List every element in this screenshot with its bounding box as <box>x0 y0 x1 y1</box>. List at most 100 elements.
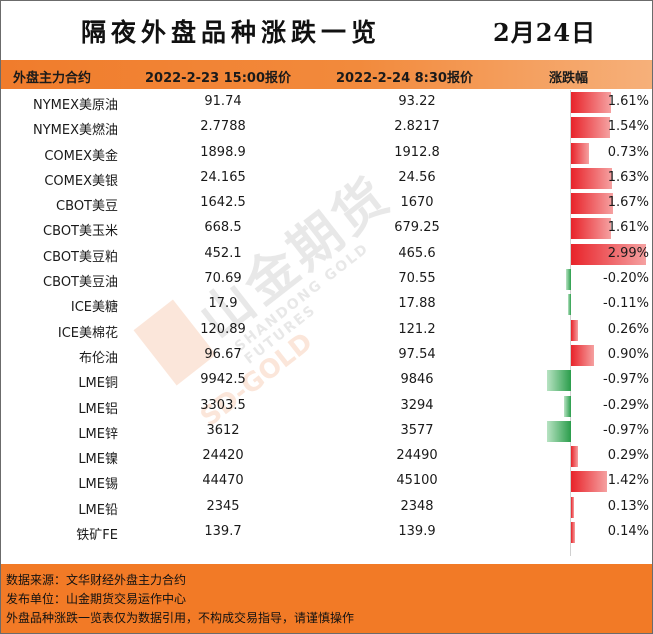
table-row: CBOT美豆粕 452.1 465.6 2.99% <box>1 242 652 267</box>
price-1: 91.74 <box>204 94 242 109</box>
contract-name: LME锌 <box>78 426 118 442</box>
change-percent: 0.29% <box>607 448 649 464</box>
price-1: 1898.9 <box>200 144 246 160</box>
contract-name: NYMEX美燃油 <box>32 123 118 139</box>
table-row: NYMEX美燃油 2.7788 2.8217 1.54% <box>1 115 652 140</box>
price-2: 17.88 <box>398 296 436 312</box>
change-bar-up <box>571 319 578 341</box>
change-percent: -0.97% <box>603 372 649 388</box>
title-bar: 隔夜外盘品种涨跌一览 2月24日 <box>1 1 652 60</box>
price-2: 139.9 <box>398 524 436 540</box>
change-bar-up <box>571 522 575 544</box>
table-row: LME锌 3612 3577 -0.97% <box>1 419 652 444</box>
price-1: 3303.5 <box>200 397 246 413</box>
change-percent: -0.29% <box>603 397 649 413</box>
contract-name: ICE美棉花 <box>57 325 118 341</box>
change-percent: 2.99% <box>607 245 649 261</box>
price-2: 679.25 <box>394 220 440 236</box>
price-1: 96.67 <box>204 346 242 362</box>
change-bar-up <box>571 243 646 265</box>
change-percent: 1.42% <box>607 473 649 489</box>
change-bar-up <box>571 117 610 139</box>
price-1: 139.7 <box>204 524 242 540</box>
contract-name: ICE美糖 <box>70 300 118 316</box>
price-1: 120.89 <box>200 321 246 337</box>
price-2: 2348 <box>400 498 434 514</box>
price-2: 9846 <box>400 372 434 388</box>
price-2: 3577 <box>400 422 434 438</box>
header-price-1: 2022-2-23 15:00报价 <box>145 71 292 86</box>
contract-name: CBOT美豆粕 <box>43 249 118 265</box>
price-1: 452.1 <box>204 245 242 261</box>
table-row: LME镍 24420 24490 0.29% <box>1 444 652 469</box>
change-percent: -0.11% <box>603 296 649 312</box>
contract-name: COMEX美金 <box>44 148 118 164</box>
contract-name: LME铅 <box>78 502 118 518</box>
price-1: 3612 <box>206 422 240 438</box>
report-date: 2月24日 <box>493 18 597 47</box>
table-row: LME铜 9942.5 9846 -0.97% <box>1 368 652 393</box>
header-price-2: 2022-2-24 8:30报价 <box>336 71 473 86</box>
price-1: 70.69 <box>204 271 242 287</box>
change-bar-up <box>571 193 613 215</box>
price-2: 121.2 <box>398 321 436 337</box>
change-bar-down <box>546 370 571 392</box>
table-row: CBOT美玉米 668.5 679.25 1.61% <box>1 216 652 241</box>
price-1: 9942.5 <box>200 372 246 388</box>
contract-name: 布伦油 <box>78 350 118 366</box>
change-bar-up <box>571 471 607 493</box>
change-percent: 0.90% <box>607 346 649 362</box>
price-1: 44470 <box>202 473 244 489</box>
table-row: CBOT美豆油 70.69 70.55 -0.20% <box>1 267 652 292</box>
header-contract: 外盘主力合约 <box>13 71 92 86</box>
table-header: 外盘主力合约 2022-2-23 15:00报价 2022-2-24 8:30报… <box>1 60 652 89</box>
contract-name: NYMEX美原油 <box>32 98 118 113</box>
change-bar-up <box>571 92 612 113</box>
change-bar-down <box>566 269 571 291</box>
change-bar-up <box>571 142 590 164</box>
header-change: 涨跌幅 <box>549 71 589 86</box>
price-2: 93.22 <box>398 94 436 109</box>
price-1: 17.9 <box>208 296 238 312</box>
footer-publisher: 发布单位：山金期货交易运作中心 <box>6 592 187 606</box>
contract-name: CBOT美豆 <box>56 199 118 215</box>
table-row: 布伦油 96.67 97.54 0.90% <box>1 343 652 368</box>
footer-disclaimer: 外盘品种涨跌一览表仅为数据引用，不构成交易指导，请谨慎操作 <box>6 611 355 625</box>
change-percent: 1.63% <box>607 169 649 185</box>
price-2: 1912.8 <box>394 144 440 160</box>
table-row: CBOT美豆 1642.5 1670 1.67% <box>1 191 652 216</box>
change-bar-up <box>571 496 575 518</box>
table-row: ICE美棉花 120.89 121.2 0.26% <box>1 318 652 343</box>
change-bar-up <box>571 446 579 468</box>
bar-axis <box>570 90 571 556</box>
price-2: 3294 <box>400 397 434 413</box>
price-2: 465.6 <box>398 245 436 261</box>
contract-name: LME锡 <box>78 477 118 493</box>
price-2: 1670 <box>400 195 434 211</box>
price-2: 24.56 <box>398 169 436 185</box>
change-percent: 1.61% <box>607 94 649 109</box>
page-title: 隔夜外盘品种涨跌一览 <box>81 18 382 47</box>
contract-name: CBOT美玉米 <box>43 224 118 240</box>
contract-name: 铁矿FE <box>76 528 118 544</box>
table-row: ICE美糖 17.9 17.88 -0.11% <box>1 292 652 317</box>
change-percent: 0.73% <box>607 144 649 160</box>
change-percent: -0.97% <box>603 422 649 438</box>
contract-name: LME铜 <box>78 376 118 392</box>
change-percent: 0.14% <box>607 524 649 540</box>
table-row: COMEX美金 1898.9 1912.8 0.73% <box>1 141 652 166</box>
price-2: 24490 <box>396 448 438 464</box>
price-1: 24.165 <box>200 169 246 185</box>
change-percent: 0.26% <box>607 321 649 337</box>
contract-name: COMEX美银 <box>44 173 118 189</box>
price-1: 668.5 <box>204 220 242 236</box>
table-row: 铁矿FE 139.7 139.9 0.14% <box>1 520 652 545</box>
change-bar-down <box>546 420 571 442</box>
contract-name: LME铝 <box>78 401 118 417</box>
contract-name: LME镍 <box>78 452 118 468</box>
change-percent: 1.67% <box>607 195 649 211</box>
price-1: 1642.5 <box>200 195 246 211</box>
price-2: 2.8217 <box>394 119 440 135</box>
change-percent: -0.20% <box>603 271 649 287</box>
